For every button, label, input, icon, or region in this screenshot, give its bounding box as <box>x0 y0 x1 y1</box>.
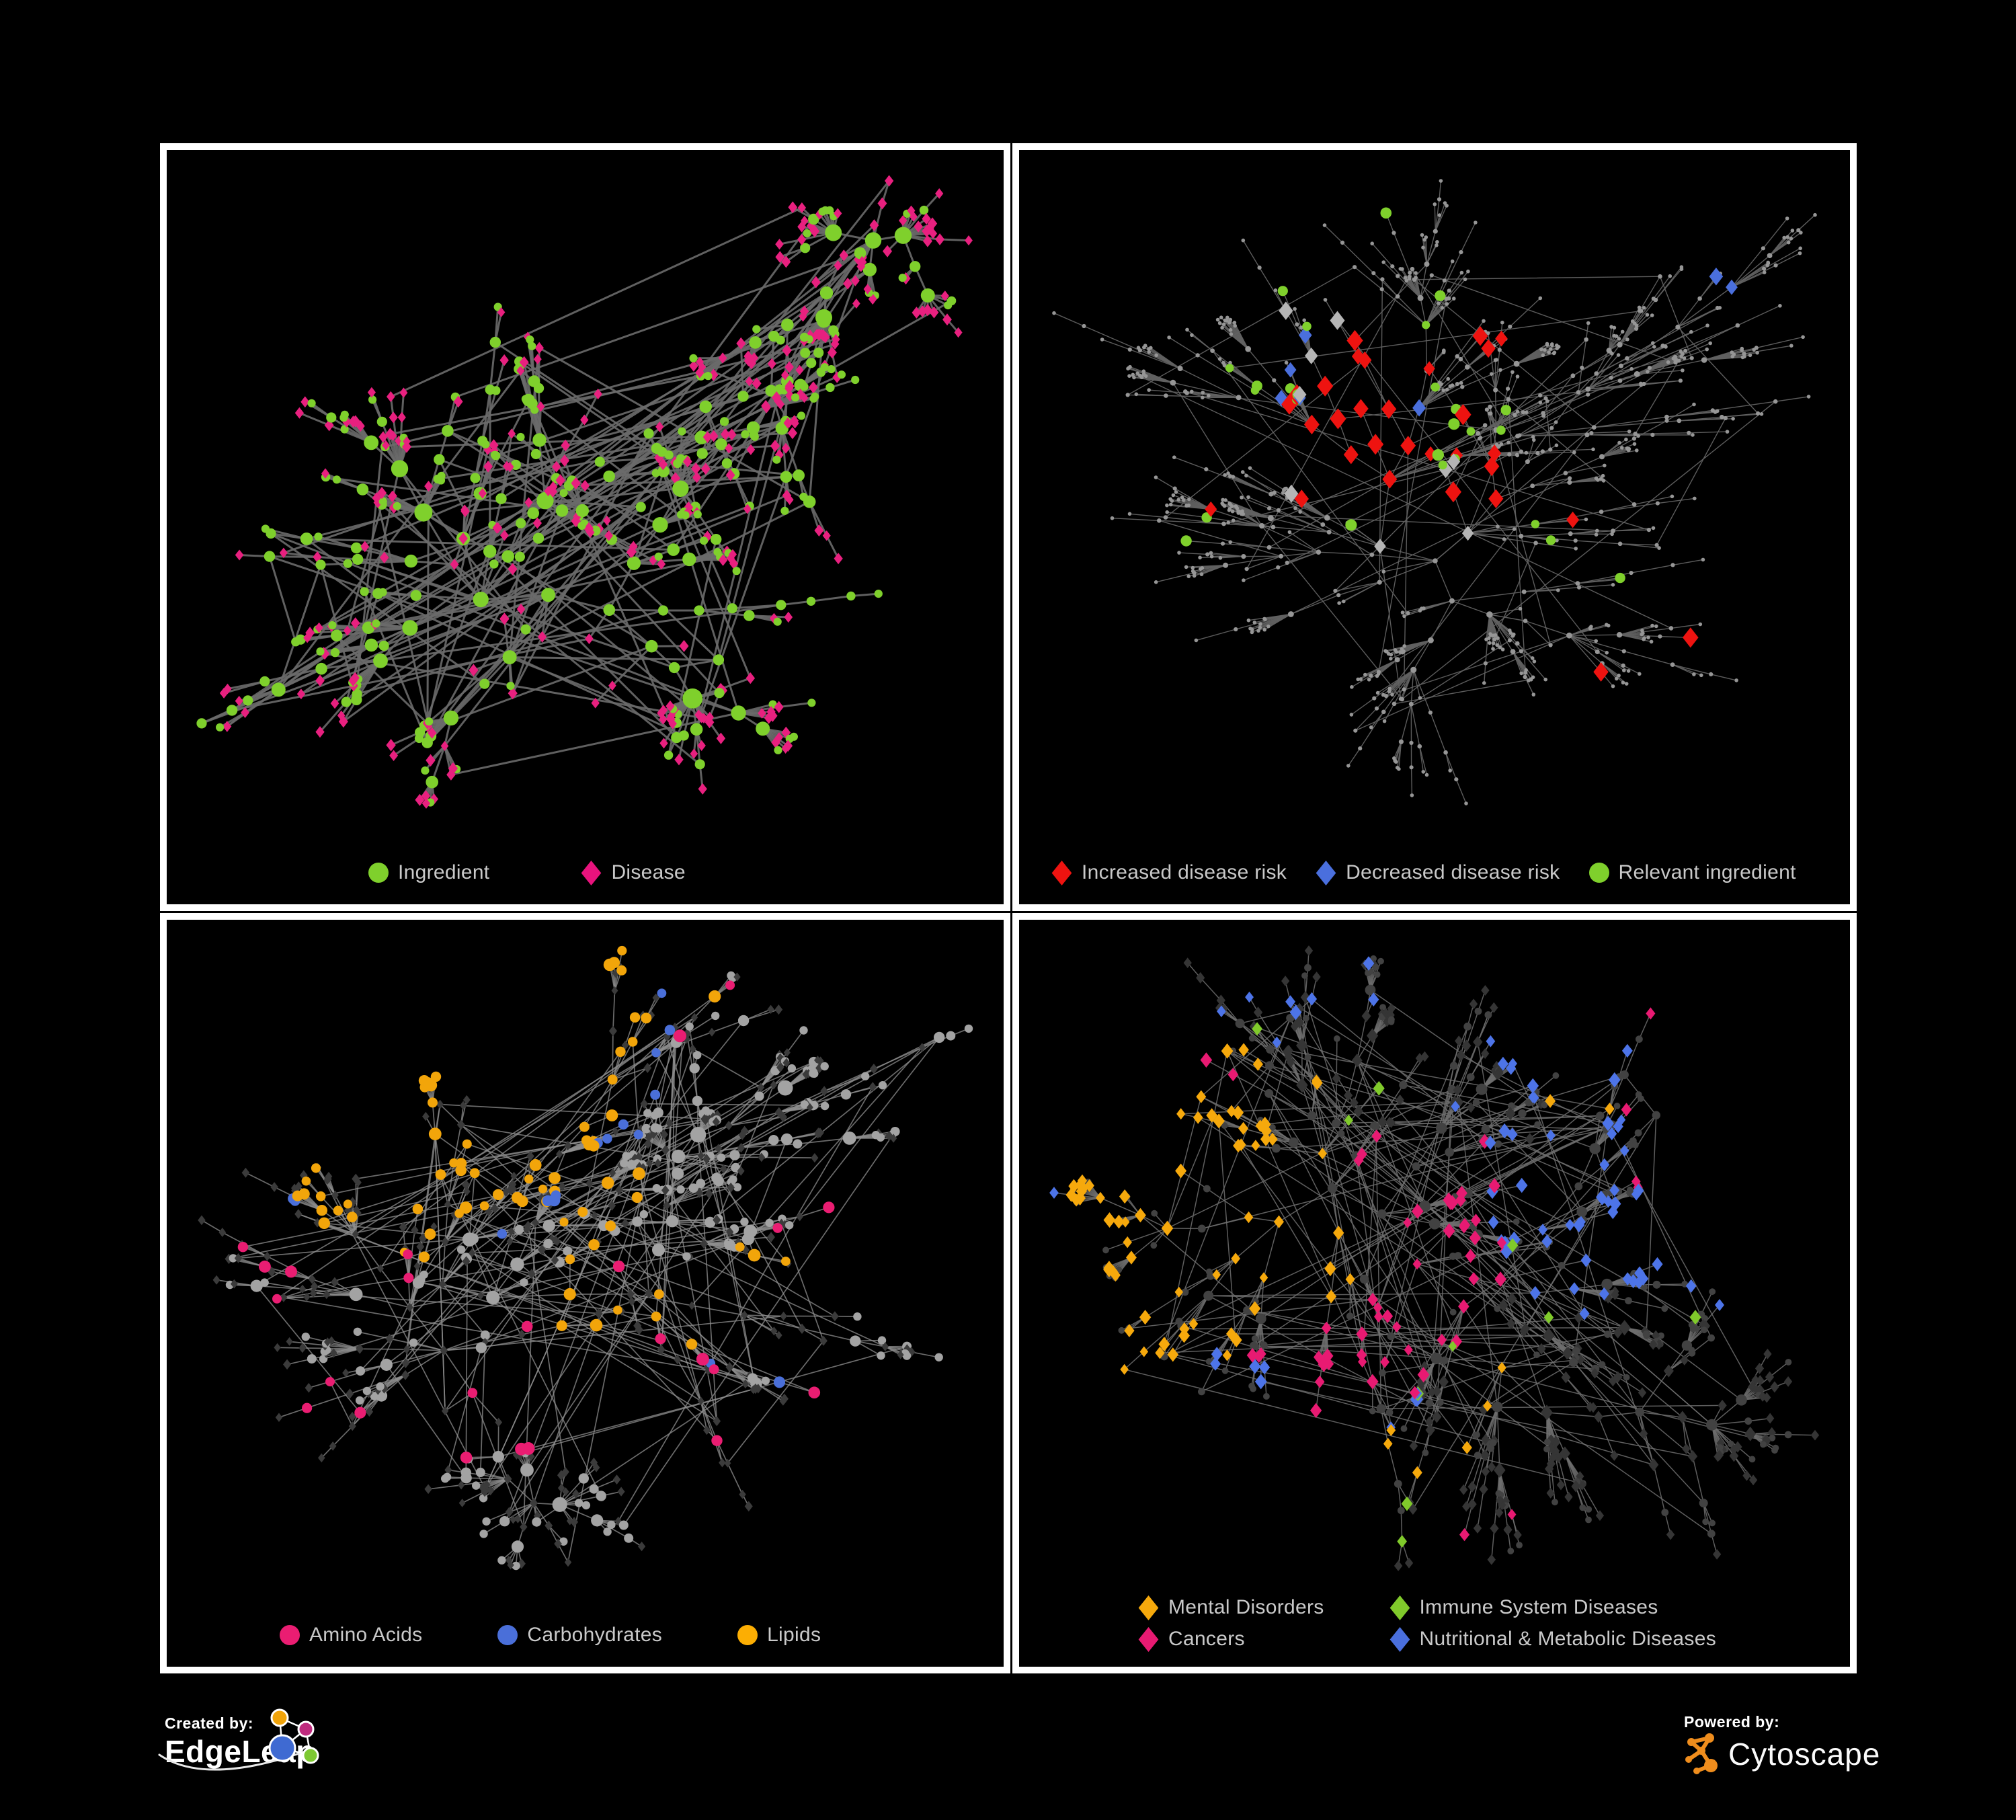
figure-grid: Ingredient Disease Increased disease risk… <box>160 143 1857 1673</box>
disease-risk-network <box>1052 179 1817 805</box>
panel-ingredient-groups: Amino Acids Carbohydrates Lipids <box>160 913 1010 1673</box>
panel-ingredient-disease: Ingredient Disease <box>160 143 1010 911</box>
ingredient-groups-network <box>198 945 973 1571</box>
edgeleap-logo-icon <box>268 1708 319 1764</box>
edgeleap-branding: Created by: EdgeLeap <box>158 1708 387 1809</box>
powered-by-label: Powered by: <box>1684 1713 1780 1731</box>
cytoscape-wordmark: Cytoscape <box>1728 1737 1881 1772</box>
ingredient-disease-network <box>196 175 973 809</box>
cytoscape-logo-icon <box>1685 1733 1718 1774</box>
cytoscape-branding: Powered by: Cytoscape <box>1684 1713 1926 1794</box>
panel-disease-risk: Increased disease risk Decreased disease … <box>1012 143 1857 911</box>
panel-disease-categories: Mental Disorders Immune System Diseases Ca… <box>1012 913 1857 1673</box>
disease-categories-network <box>1049 945 1820 1571</box>
created-by-label: Created by: <box>165 1714 254 1732</box>
